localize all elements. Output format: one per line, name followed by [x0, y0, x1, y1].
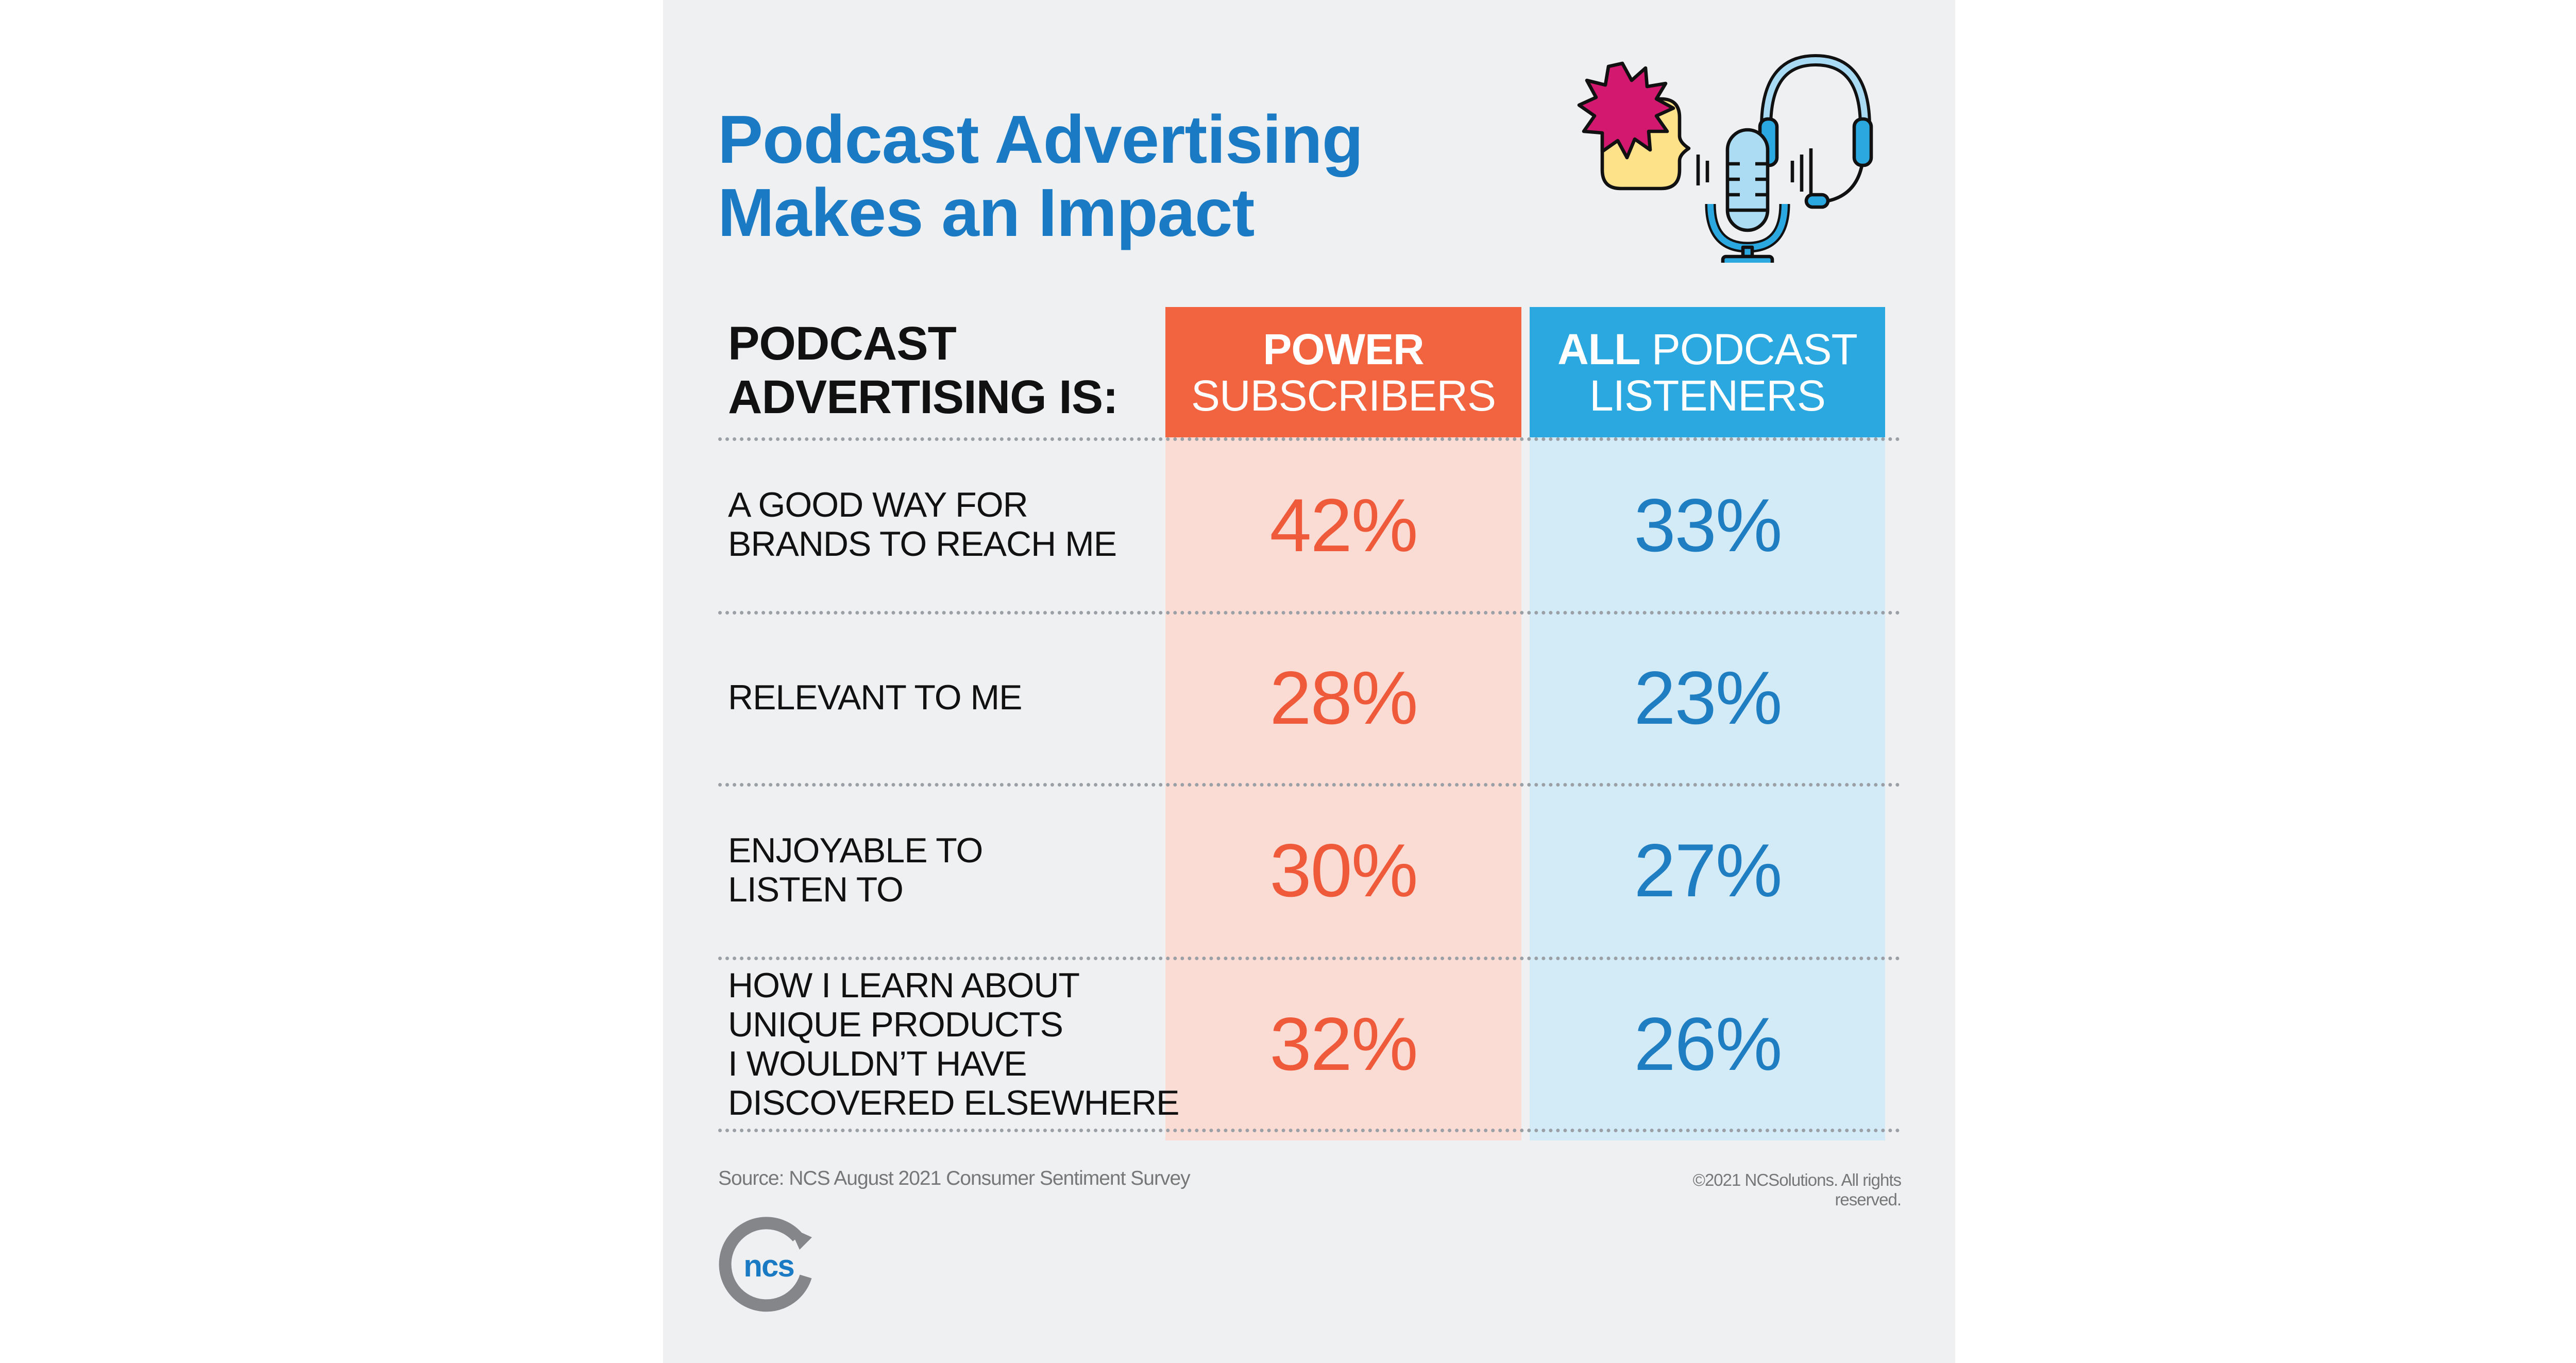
- table-row-header-label: PODCAST ADVERTISING IS:: [728, 317, 1118, 424]
- row-divider: [718, 437, 1900, 441]
- row-label-line: RELEVANT TO ME: [728, 678, 1022, 717]
- row-label: HOW I LEARN ABOUT UNIQUE PRODUCTS I WOUL…: [728, 966, 1180, 1122]
- column-header-all-listeners: ALL PODCAST LISTENERS: [1530, 307, 1885, 437]
- power-value: 32%: [1269, 1002, 1418, 1086]
- row-divider: [718, 1129, 1900, 1132]
- page-title: Podcast Advertising Makes an Impact: [718, 103, 1363, 249]
- title-line-1: Podcast Advertising: [718, 101, 1363, 177]
- row-label-line: DISCOVERED ELSEWHERE: [728, 1083, 1180, 1122]
- power-value: 30%: [1269, 828, 1418, 912]
- title-line-2: Makes an Impact: [718, 175, 1255, 250]
- column-header-text: PODCAST LISTENERS: [1589, 325, 1858, 420]
- headset-icon: [1758, 54, 1873, 209]
- row-label: RELEVANT TO ME: [728, 678, 1022, 717]
- row-label-line: BRANDS TO REACH ME: [728, 524, 1117, 564]
- header-label-line: ADVERTISING IS:: [728, 371, 1118, 423]
- row-label-line: I WOULDN’T HAVE: [728, 1044, 1027, 1083]
- all-value: 23%: [1634, 656, 1782, 740]
- all-value: 26%: [1634, 1002, 1782, 1086]
- row-label-line: ENJOYABLE TO: [728, 831, 983, 870]
- row-label-line: LISTEN TO: [728, 870, 904, 909]
- row-label: ENJOYABLE TO LISTEN TO: [728, 831, 983, 909]
- microphone-icon: [1696, 128, 1813, 263]
- copyright-note: ©2021 NCSolutions. All rights reserved.: [1692, 1170, 1902, 1209]
- ncs-logo: ncs: [719, 1217, 812, 1312]
- power-subscribers-column: POWER SUBSCRIBERS: [1165, 307, 1521, 1140]
- source-note: Source: NCS August 2021 Consumer Sentime…: [718, 1167, 1191, 1189]
- row-label: A GOOD WAY FOR BRANDS TO REACH ME: [728, 485, 1117, 564]
- all-listeners-column: ALL PODCAST LISTENERS: [1530, 307, 1885, 1140]
- power-value: 42%: [1269, 483, 1418, 567]
- row-label-line: A GOOD WAY FOR: [728, 485, 1028, 524]
- all-value: 33%: [1634, 483, 1782, 567]
- row-divider: [718, 783, 1900, 787]
- burst-icon: [1577, 61, 1675, 160]
- row-divider: [718, 611, 1900, 615]
- row-divider: [718, 957, 1900, 960]
- column-header-bold: ALL: [1557, 325, 1640, 373]
- podcast-illustration: [1577, 54, 1873, 263]
- header-label-line: PODCAST: [728, 317, 957, 370]
- all-value: 27%: [1634, 828, 1782, 912]
- column-header-text: SUBSCRIBERS: [1191, 371, 1496, 420]
- row-label-line: HOW I LEARN ABOUT: [728, 966, 1080, 1005]
- logo-text: ncs: [743, 1249, 793, 1283]
- column-header-power-subscribers: POWER SUBSCRIBERS: [1165, 307, 1521, 437]
- row-label-line: UNIQUE PRODUCTS: [728, 1005, 1063, 1044]
- column-header-bold: POWER: [1263, 325, 1424, 373]
- power-value: 28%: [1269, 656, 1418, 740]
